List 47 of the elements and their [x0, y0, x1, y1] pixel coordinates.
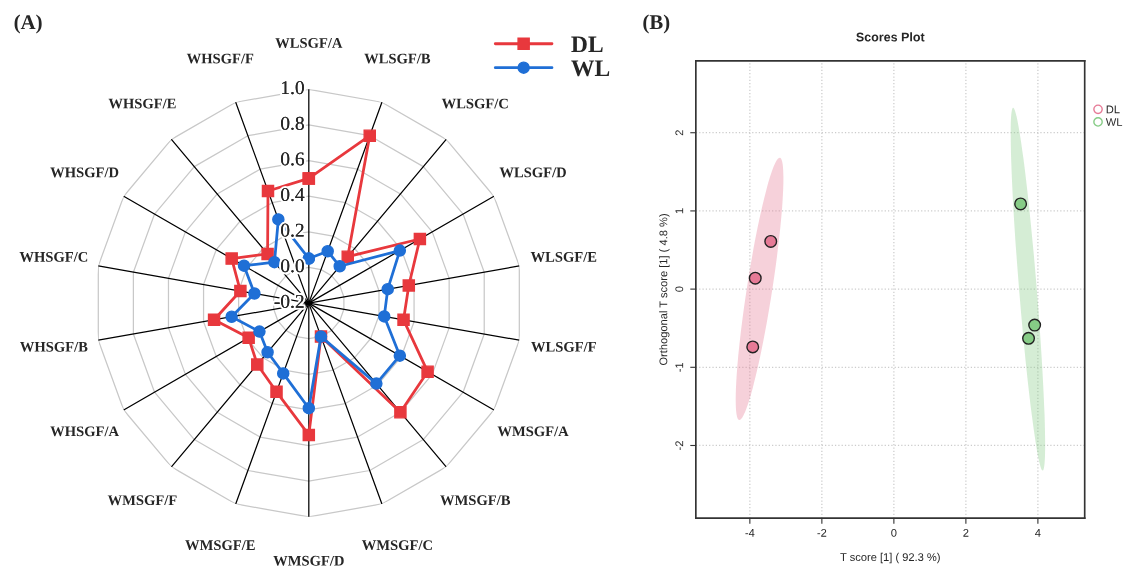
- y-tick-label: 0.4: [281, 187, 305, 202]
- y-tick-label: 1: [675, 208, 684, 214]
- spoke-label: WHSGF/F: [186, 53, 254, 64]
- x-tick-label: -4: [745, 529, 755, 537]
- spoke-label: WLSGF/D: [499, 167, 566, 178]
- legend-label: WL: [1105, 118, 1123, 126]
- y-tick-label: 0.8: [281, 116, 304, 130]
- point: [1028, 318, 1042, 332]
- chart-title: Scores Plot: [856, 32, 925, 42]
- x-axis-title: T score [1] ( 92.3 %): [840, 552, 940, 564]
- spoke-label: WMSGF/B: [440, 495, 511, 506]
- spoke-label: WHSGF/D: [50, 167, 119, 178]
- x-tick-label: -2: [817, 528, 827, 537]
- spoke-label: WHSGF/C: [19, 252, 88, 262]
- spoke-label: WLSGF/C: [441, 98, 508, 109]
- y-axis-title: Orthogonal T score [1] ( 4.8 %): [659, 214, 670, 366]
- y-tick-label: 2: [675, 130, 684, 136]
- spoke-label: WHSGF/B: [20, 341, 88, 352]
- text: (B): [643, 14, 670, 34]
- spoke-label: WMSGF/A: [497, 426, 569, 437]
- y-tick-label: -2: [675, 441, 684, 450]
- point: [748, 271, 762, 285]
- point: [746, 340, 760, 354]
- spoke-label: WHSGF/E: [108, 98, 176, 109]
- spoke-label: WHSGF/A: [50, 426, 119, 437]
- text: (A): [14, 14, 42, 34]
- x-tick-label: 2: [963, 528, 969, 537]
- spoke-label: WLSGF/A: [275, 38, 343, 48]
- spoke-label: WLSGF/B: [364, 53, 431, 64]
- y-tick-label: 0.6: [281, 152, 305, 166]
- point: [1022, 331, 1036, 345]
- y-tick-label: 1.0: [282, 81, 304, 95]
- legend-label: DL: [571, 36, 603, 53]
- spoke-label: WMSGF/F: [107, 495, 177, 506]
- spoke-label: WMSGF/D: [273, 555, 344, 566]
- legend-label: WL: [571, 60, 610, 77]
- y-tick-label: -1: [675, 362, 684, 372]
- spoke-label: WMSGF/C: [361, 540, 432, 551]
- spoke-label: WLSGF/F: [531, 341, 596, 352]
- x-tick-label: 0: [891, 528, 897, 537]
- y-tick-label: 0: [675, 286, 684, 292]
- point: [1014, 197, 1028, 211]
- legend-label: DL: [1106, 105, 1120, 114]
- point: [764, 234, 778, 248]
- x-tick-label: 4: [1035, 529, 1041, 537]
- spoke-label: WLSGF/E: [530, 252, 597, 262]
- spoke-label: WMSGF/E: [185, 540, 255, 551]
